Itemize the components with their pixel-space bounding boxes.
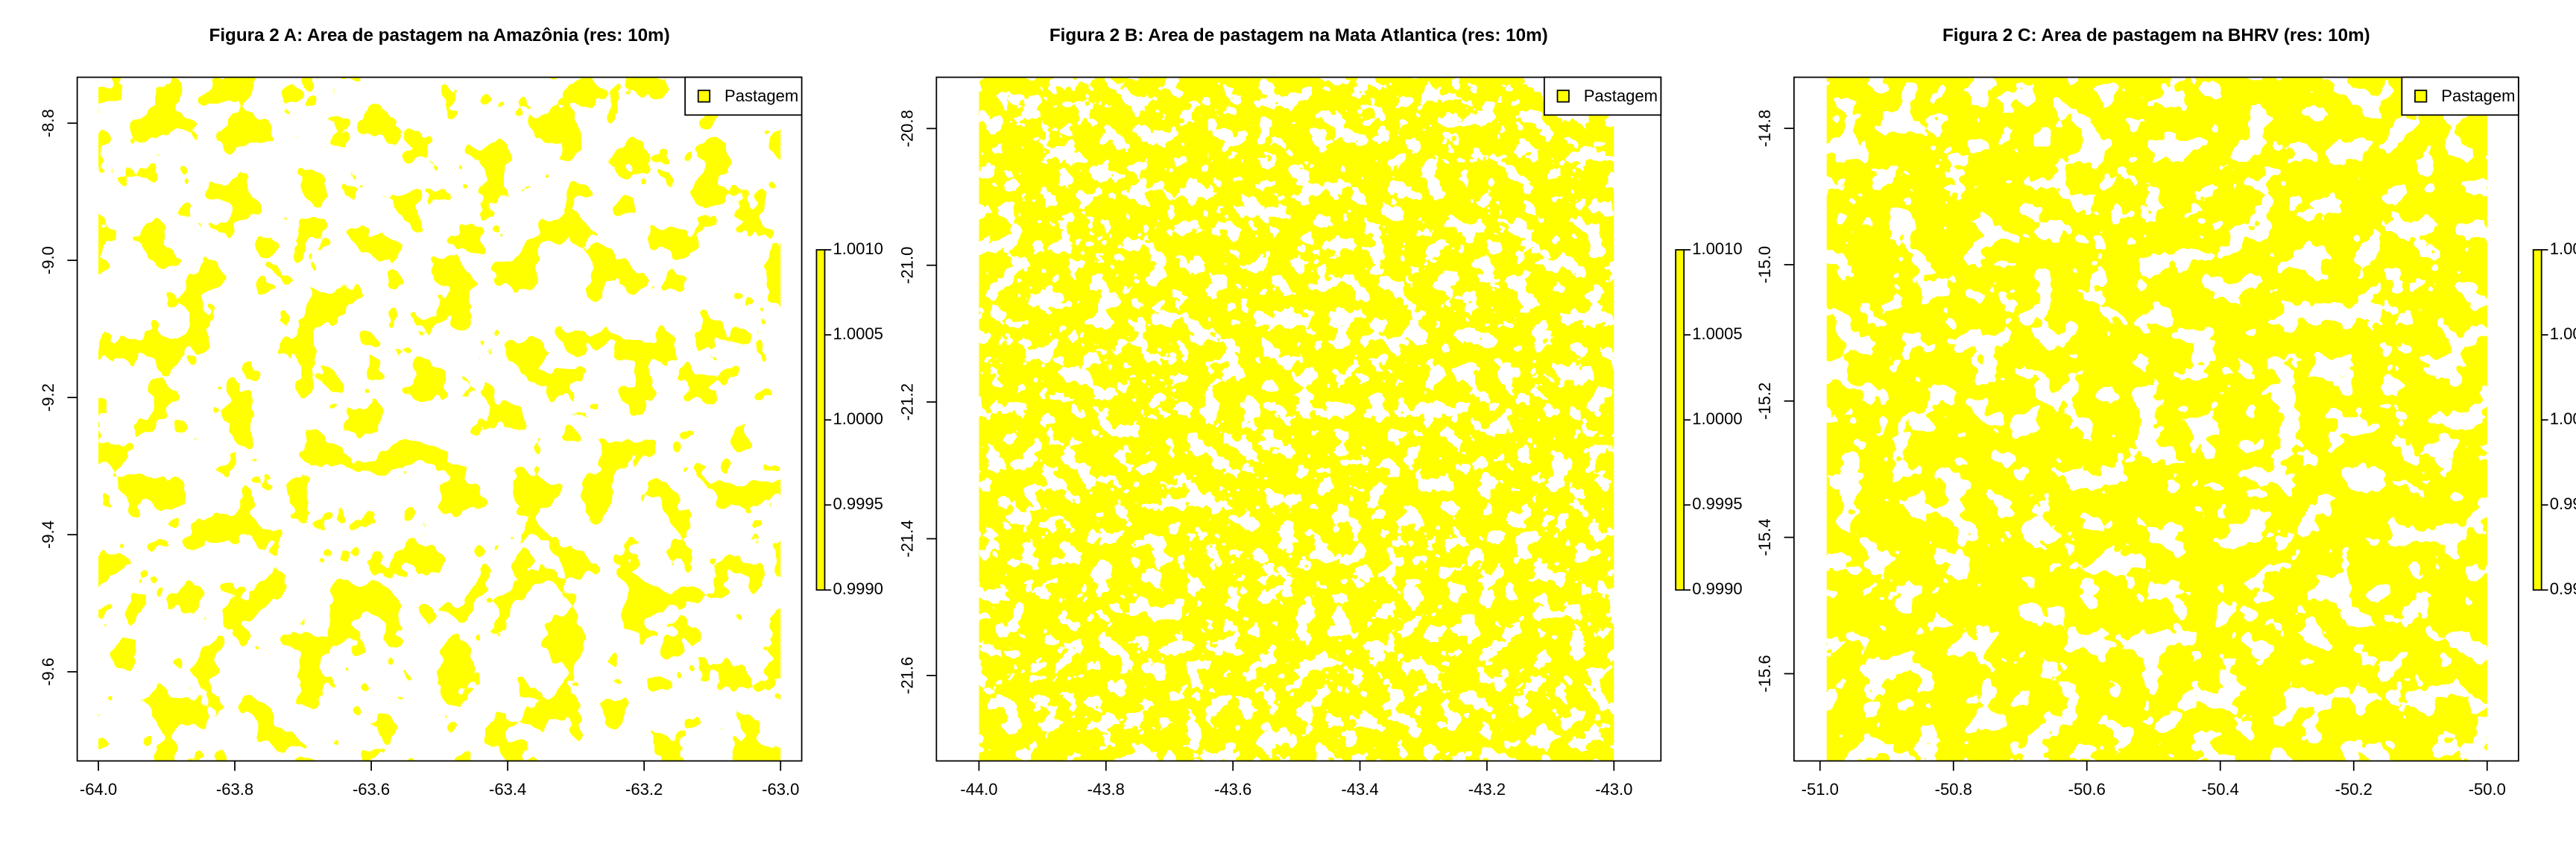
colorbar-tick-label: 0.9995 — [1692, 494, 1742, 513]
x-tick-label: -50.6 — [2068, 780, 2106, 799]
y-tick-label: -21.2 — [898, 383, 917, 421]
y-tick-label: -8.8 — [39, 109, 57, 137]
legend-label: Pastagem — [2441, 86, 2515, 105]
x-tick-label: -44.0 — [960, 780, 997, 799]
colorbar — [1675, 249, 1685, 591]
y-tick-label: -15.6 — [1755, 655, 1774, 692]
legend-label: Pastagem — [1584, 86, 1658, 105]
colorbar-tick-label: 1.0010 — [833, 239, 883, 258]
panel: Figura 2 A: Area de pastagem na Amazônia… — [39, 25, 883, 799]
y-tick-label: -14.8 — [1755, 110, 1774, 147]
legend-swatch — [2414, 89, 2428, 103]
x-tick-label: -43.4 — [1341, 780, 1378, 799]
x-tick-label: -64.0 — [80, 780, 117, 799]
x-tick-label: -50.2 — [2335, 780, 2373, 799]
colorbar-tick-label: 0.9995 — [2550, 494, 2576, 513]
x-tick-label: -43.8 — [1087, 780, 1125, 799]
legend-swatch — [1556, 89, 1570, 103]
colorbar — [815, 249, 826, 591]
panel: Figura 2 B: Area de pastagem na Mata Atl… — [898, 25, 1743, 799]
plot-frame — [935, 76, 1662, 762]
x-tick-label: -43.0 — [1595, 780, 1632, 799]
x-tick-label: -43.6 — [1214, 780, 1251, 799]
colorbar-tick-label: 0.9995 — [833, 494, 883, 513]
y-tick-label: -9.0 — [39, 246, 57, 274]
legend-swatch — [697, 89, 711, 103]
plot-frame — [76, 76, 803, 762]
y-tick-label: -21.0 — [898, 247, 917, 284]
y-tick-label: -9.4 — [39, 520, 57, 549]
x-tick-label: -50.8 — [1935, 780, 1972, 799]
colorbar-tick-label: 0.9990 — [833, 579, 883, 598]
plot-frame — [1793, 76, 2519, 762]
legend-label: Pastagem — [724, 86, 798, 105]
colorbar — [2532, 249, 2542, 591]
colorbar-tick-label: 1.0010 — [1692, 239, 1742, 258]
colorbar-tick-label: 1.0005 — [2550, 324, 2576, 343]
colorbar-tick-label: 1.0005 — [1692, 324, 1742, 343]
chart-title: Figura 2 B: Area de pastagem na Mata Atl… — [1049, 25, 1548, 45]
chart-title: Figura 2 C: Area de pastagem na BHRV (re… — [1942, 25, 2370, 45]
y-tick-label: -15.2 — [1755, 383, 1774, 420]
raster — [98, 77, 781, 761]
colorbar-tick-label: 0.9990 — [2550, 579, 2576, 598]
x-tick-label: -63.6 — [353, 780, 390, 799]
colorbar-tick-label: 0.9990 — [1692, 579, 1742, 598]
x-tick-label: -63.0 — [762, 780, 799, 799]
y-tick-label: -21.6 — [898, 657, 917, 694]
y-tick-label: -9.2 — [39, 383, 57, 412]
x-tick-label: -43.2 — [1468, 780, 1506, 799]
colorbar-tick-label: 1.0005 — [833, 324, 883, 343]
x-tick-label: -50.4 — [2202, 780, 2239, 799]
colorbar-tick-label: 1.0000 — [833, 409, 883, 428]
y-tick-label: -21.4 — [898, 520, 917, 557]
y-tick-label: -20.8 — [898, 110, 917, 147]
y-tick-label: -9.6 — [39, 658, 57, 686]
colorbar-tick-label: 1.0000 — [2550, 409, 2576, 428]
raster — [1826, 77, 2487, 761]
x-tick-label: -63.4 — [489, 780, 526, 799]
x-tick-label: -63.8 — [216, 780, 253, 799]
panel: Figura 2 C: Area de pastagem na BHRV (re… — [1755, 25, 2576, 799]
colorbar-tick-label: 1.0010 — [2550, 239, 2576, 258]
x-tick-label: -63.2 — [625, 780, 663, 799]
raster — [979, 77, 1614, 761]
y-tick-label: -15.4 — [1755, 519, 1774, 556]
colorbar-tick-label: 1.0000 — [1692, 409, 1742, 428]
chart-title: Figura 2 A: Area de pastagem na Amazônia… — [209, 25, 670, 45]
y-tick-label: -15.0 — [1755, 246, 1774, 283]
x-tick-label: -50.0 — [2469, 780, 2506, 799]
x-tick-label: -51.0 — [1802, 780, 1839, 799]
